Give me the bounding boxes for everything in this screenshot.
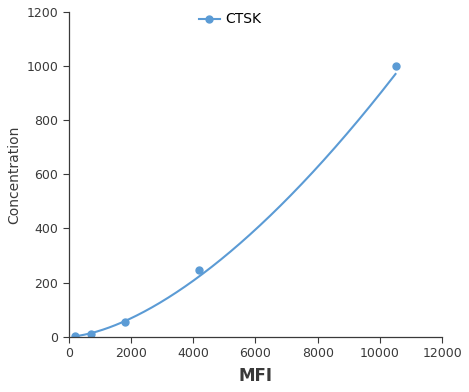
Y-axis label: Concentration: Concentration [7,125,21,223]
Legend: CTSK: CTSK [199,13,261,26]
X-axis label: MFI: MFI [238,367,272,385]
